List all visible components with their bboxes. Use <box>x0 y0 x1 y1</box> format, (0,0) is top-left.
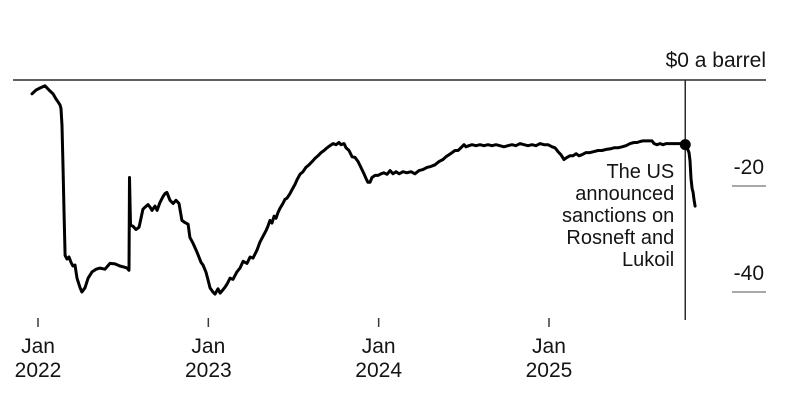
annotation-line: Rosneft and <box>566 227 674 249</box>
price-line <box>30 84 697 296</box>
x-tick-year-label: 2024 <box>355 359 402 382</box>
y-tick-label: -40 <box>734 262 764 285</box>
x-tick-month-label: Jan <box>362 335 396 358</box>
annotation-line: announced <box>575 183 674 205</box>
x-tick-month-label: Jan <box>191 335 225 358</box>
x-tick-year-label: 2025 <box>526 359 573 382</box>
y-axis-ticks: -20 -40 <box>732 156 766 293</box>
x-tick-year-label: 2023 <box>185 359 232 382</box>
x-tick-year-label: 2022 <box>15 359 62 382</box>
annotation-line: sanctions on <box>562 205 674 227</box>
y-tick-label: -20 <box>734 156 764 179</box>
annotation-line: The US <box>606 161 674 183</box>
event-marker <box>679 139 691 151</box>
zero-axis-label: $0 a barrel <box>666 49 766 72</box>
annotation-line: Lukoil <box>622 249 674 271</box>
x-tick-month-label: Jan <box>532 335 566 358</box>
x-tick-month-label: Jan <box>21 335 55 358</box>
